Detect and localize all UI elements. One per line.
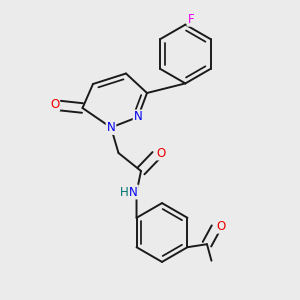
Text: H: H: [120, 185, 129, 199]
Text: O: O: [50, 98, 59, 111]
Text: N: N: [106, 121, 116, 134]
Text: N: N: [129, 185, 138, 199]
Text: O: O: [217, 220, 226, 233]
Text: O: O: [157, 146, 166, 160]
Text: F: F: [188, 13, 194, 26]
Text: N: N: [134, 110, 142, 124]
